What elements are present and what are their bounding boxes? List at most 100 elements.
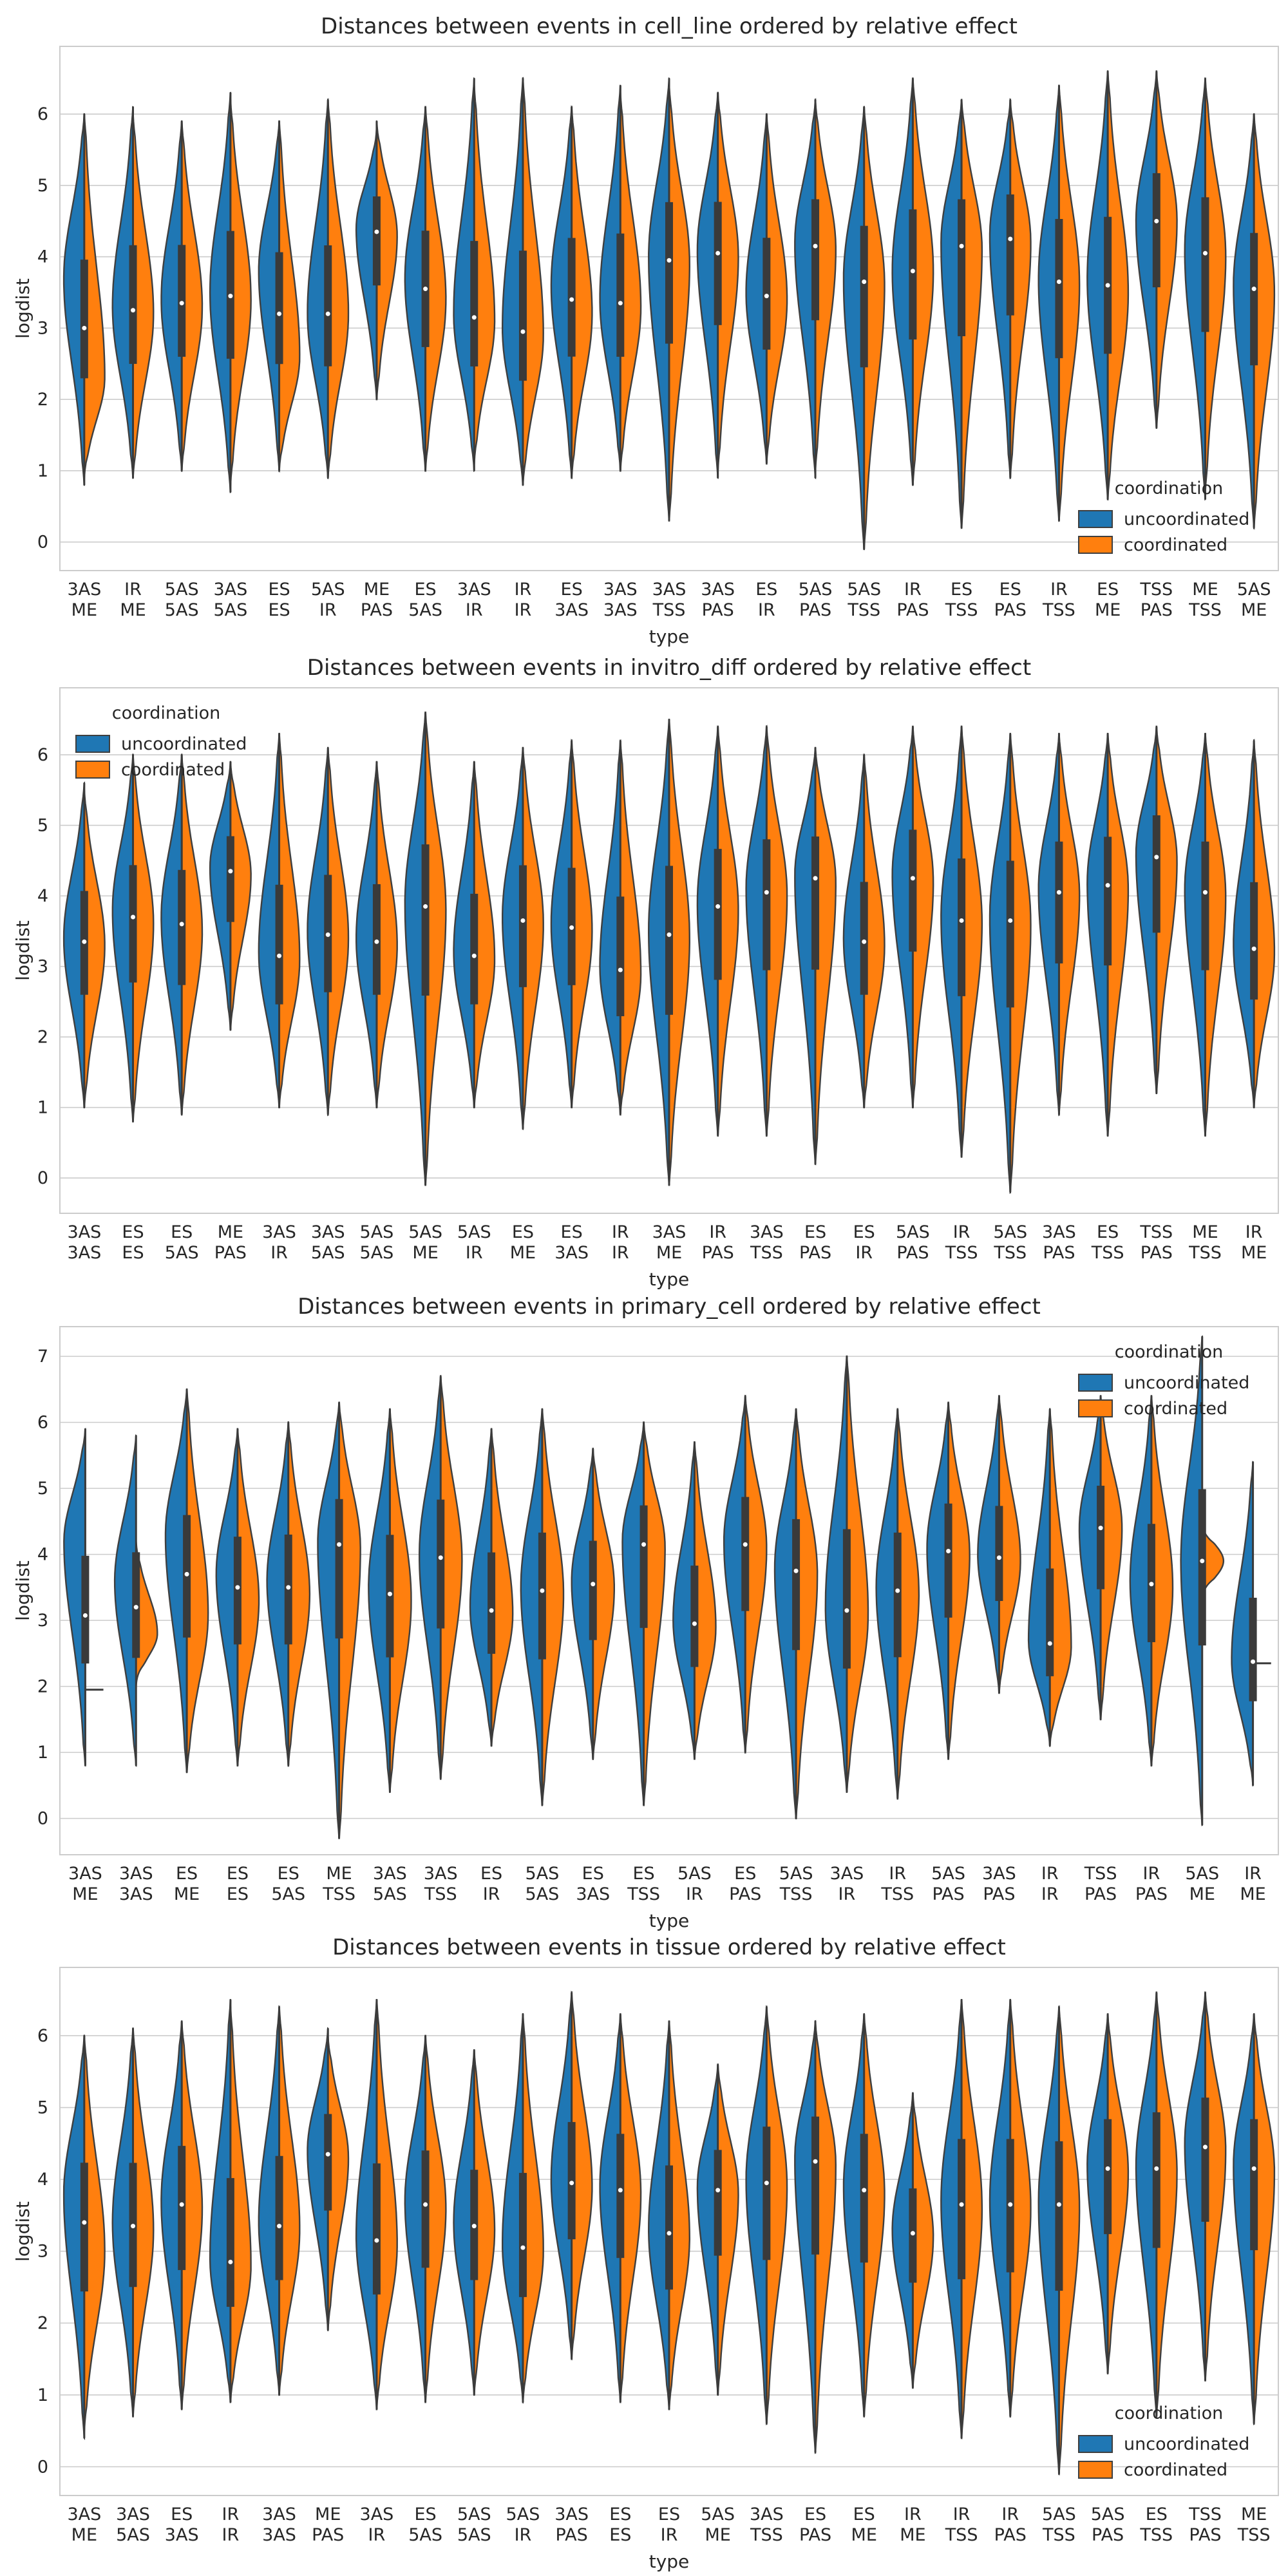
median-dot-4 [228,869,233,874]
violin-coordinated-7 [375,1999,398,2410]
median-dot-9 [489,1608,494,1613]
iqr-box-16 [842,1529,851,1669]
y-tick-label: 1 [37,461,48,481]
violin-uncoordinated-2 [113,1434,137,1767]
violin-uncoordinated-18 [891,2092,914,2389]
violin-uncoordinated-13 [647,2020,670,2410]
x-tick-line: 3AS [603,600,638,620]
y-axis-label: logdist [12,1560,33,1621]
violin-coordinated-25 [1253,738,1276,1108]
x-tick-line: TSS [945,2525,978,2545]
median-dot-4 [235,1585,240,1590]
median-dot-9 [471,953,477,958]
x-tick-line: IR [1143,1864,1160,1884]
violin-uncoordinated-5 [266,1421,289,1767]
median-dot-10 [520,918,526,923]
violin-coordinated-2 [132,113,155,479]
x-tick-line: IR [515,600,532,620]
x-tick-line: 5AS [165,1243,199,1263]
median-dot-24 [1202,251,1208,256]
violin-coordinated-17 [896,1408,920,1800]
legend-swatch-coordinated [1078,536,1113,554]
iqr-box-18 [909,209,917,340]
x-tick-label: IR ME [120,580,146,620]
x-tick-label: 3AS IR [830,1864,864,1904]
x-tick-line: ES [734,1864,756,1884]
violin-coordinated-12 [643,1421,666,1806]
x-tick-line: PAS [1189,2525,1221,2545]
legend: coordination uncoordinated coordinated [75,703,247,780]
iqr-box-11 [589,1540,597,1640]
iqr-box-16 [811,2116,820,2255]
violin-uncoordinated-19 [940,1999,963,2439]
violin-coordinated-14 [717,2063,739,2396]
chart-title: Distances between events in tissue order… [332,1935,1006,1960]
y-tick-label: 1 [37,2385,48,2405]
median-dot-18 [910,2231,915,2236]
x-tick-label: TSS PAS [1139,1222,1173,1263]
y-tick-label: 5 [37,2098,48,2118]
x-tick-label: 3AS PAS [982,1864,1016,1904]
median-dot-23 [1154,2166,1159,2171]
iqr-box-14 [714,202,722,325]
x-tick-line: IR [1245,1222,1263,1242]
x-tick-label: 3AS IR [360,2505,394,2545]
iqr-box-11 [567,238,576,357]
y-tick-label: 4 [37,247,48,267]
violin-uncoordinated-5 [258,120,280,473]
legend-swatch-uncoordinated [1078,1374,1113,1392]
x-tick-label: ME TSS [322,1864,355,1904]
median-dot-22 [1149,1582,1154,1587]
violin-uncoordinated-19 [940,99,963,529]
x-tick-line: 3AS [457,580,491,600]
x-tick-label: 5AS PAS [931,1864,965,1904]
x-tick-label: TSS PAS [1188,2505,1222,2545]
x-tick-line: TSS [1042,600,1075,620]
x-tick-line: IR [904,2505,922,2524]
violin-uncoordinated-2 [111,753,134,1122]
violin-uncoordinated-6 [317,1401,340,1839]
violin-coordinated-22 [1106,2012,1130,2375]
iqr-box-12 [616,233,625,357]
median-dot-22 [1105,2166,1110,2171]
iqr-box-15 [762,2126,771,2260]
x-tick-line: IR [1041,1884,1059,1904]
violin-uncoordinated-1 [62,2034,86,2441]
median-dot-15 [764,890,769,895]
median-dot-2 [131,308,136,313]
x-tick-line: IR [1050,580,1068,600]
violin-uncoordinated-21 [1037,732,1060,1117]
x-tick-line: 3AS [554,600,589,620]
violin-coordinated-5 [287,1421,311,1767]
violin-uncoordinated-20 [1027,1408,1051,1747]
x-tick-line: IR [270,1243,288,1263]
violin-uncoordinated-7 [355,127,378,401]
median-dot-16 [813,243,818,249]
y-tick-label: 3 [37,957,48,977]
x-tick-line: IR [1244,1864,1262,1884]
legend-label-uncoordinated: uncoordinated [1124,509,1249,529]
x-tick-label: 3AS TSS [424,1864,458,1904]
x-tick-line: 5AS [360,1222,394,1242]
y-axis-label: logdist [12,920,33,981]
x-tick-label: 5AS TSS [847,580,881,620]
x-tick-label: 3AS IR [457,580,491,620]
iqr-box-3 [178,245,186,357]
x-tick-line: TSS [1188,600,1222,620]
median-dot-8 [438,1555,443,1560]
median-dot-2 [133,1605,138,1610]
x-tick-line: 5AS [1042,2505,1076,2524]
legend-label-coordinated: coordinated [1124,535,1227,555]
median-dot-25 [1251,946,1256,951]
x-tick-line: 5AS [526,1864,560,1884]
median-dot-13 [667,932,672,937]
violin-coordinated-8 [424,711,447,1186]
iqr-box-17 [860,882,868,995]
x-tick-line: TSS [627,1884,660,1904]
iqr-box-4 [233,1537,242,1645]
violin-uncoordinated-4 [209,761,232,1031]
x-tick-label: 5AS ME [701,2505,735,2545]
x-tick-line: PAS [361,600,393,620]
x-tick-line: 3AS [67,2505,101,2524]
